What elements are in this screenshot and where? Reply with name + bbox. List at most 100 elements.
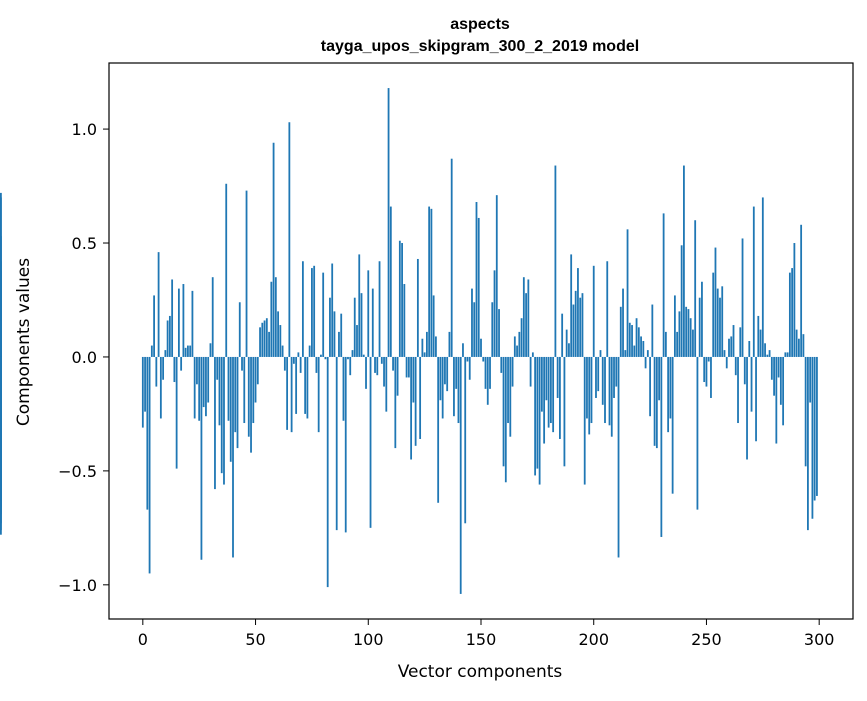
bar-component-164 xyxy=(511,356,514,387)
bar-component-292 xyxy=(800,224,803,357)
bar-component-168 xyxy=(520,318,523,357)
bar-component-239 xyxy=(680,245,683,357)
bar-component-80 xyxy=(322,272,325,357)
bar-component-112 xyxy=(394,356,397,449)
bar-component-48 xyxy=(250,356,252,453)
bar-component-189 xyxy=(568,343,570,357)
bar-component-34 xyxy=(218,356,221,426)
bar-component-219 xyxy=(635,318,638,357)
bar-component-107 xyxy=(383,356,385,387)
bar-component-267 xyxy=(743,356,746,385)
bar-component-262 xyxy=(732,325,735,357)
bar-component-3 xyxy=(148,356,151,574)
chart-subtitle: tayga_upos_skipgram_300_2_2019 model xyxy=(321,38,639,55)
bar-component-44 xyxy=(241,356,243,371)
bar-component-18 xyxy=(182,284,185,357)
bar-component-35 xyxy=(220,356,223,474)
x-tick-label: 250 xyxy=(691,630,722,649)
bar-component-81 xyxy=(324,356,327,360)
bar-component-120 xyxy=(412,356,415,403)
x-tick-label: 200 xyxy=(578,630,609,649)
bar-component-40 xyxy=(232,356,234,558)
bar-component-282 xyxy=(777,356,780,378)
bar-component-244 xyxy=(692,329,694,357)
bar-component-220 xyxy=(637,327,640,357)
bar-component-122 xyxy=(416,258,419,357)
bar-component-60 xyxy=(277,311,279,357)
bar-component-125 xyxy=(423,352,426,357)
bar-component-175 xyxy=(536,356,539,469)
bar-component-198 xyxy=(588,356,591,435)
bar-component-76 xyxy=(313,265,316,357)
bar-component-87 xyxy=(338,331,340,357)
bar-component-45 xyxy=(243,356,246,424)
bar-component-0 xyxy=(141,356,144,428)
bar-component-140 xyxy=(457,356,460,424)
bar-component-279 xyxy=(770,356,773,380)
bars-layer xyxy=(0,88,818,594)
bar-component-133 xyxy=(441,356,444,419)
bar-component-242 xyxy=(687,309,690,357)
bar-component-171 xyxy=(527,279,530,357)
bar-component-185 xyxy=(559,356,561,439)
bar-component-89 xyxy=(342,356,345,421)
bar-component-288 xyxy=(791,268,794,357)
bar-component-297 xyxy=(811,356,814,519)
bar-component-196 xyxy=(583,356,586,485)
bar-component-136 xyxy=(448,331,451,357)
bar-component-212 xyxy=(619,306,622,357)
bar-component-156 xyxy=(493,270,496,357)
bar-component-165 xyxy=(513,336,516,357)
bar-component-130 xyxy=(435,336,437,357)
bar-component-97 xyxy=(360,293,363,357)
bar-component-106 xyxy=(380,356,383,364)
bar-component-176 xyxy=(538,356,541,485)
bar-component-109 xyxy=(387,88,390,357)
bar-component-137 xyxy=(450,158,453,357)
bar-component-111 xyxy=(392,356,394,371)
bar-component-123 xyxy=(419,356,422,439)
bar-component-39 xyxy=(229,356,232,462)
bar-component-37 xyxy=(225,183,228,357)
bar-component-138 xyxy=(453,356,455,417)
bar-component-259 xyxy=(725,356,728,369)
bar-component-78 xyxy=(317,356,320,433)
bar-component-12 xyxy=(168,315,171,357)
bar-component-236 xyxy=(673,295,676,357)
bar-component-232 xyxy=(664,331,667,357)
bar-component-154 xyxy=(489,356,491,389)
bar-component-68 xyxy=(295,356,298,414)
bar-component-63 xyxy=(283,356,286,371)
bar-component-131 xyxy=(437,356,440,503)
bar-component-222 xyxy=(642,341,645,357)
bar-component-191 xyxy=(572,304,575,357)
y-axis-label: Components values xyxy=(14,258,34,426)
bar-component-159 xyxy=(500,356,503,373)
bar-component-69 xyxy=(297,352,300,357)
bar-component-291 xyxy=(797,338,800,357)
bar-component-210 xyxy=(615,356,618,387)
bar-component-265 xyxy=(739,327,742,357)
bar-component-27 xyxy=(202,356,205,408)
bar-component-152 xyxy=(484,356,487,389)
bar-component-192 xyxy=(574,290,577,357)
bar-component-269 xyxy=(748,341,751,357)
bar-component-213 xyxy=(622,288,624,357)
bar-component-229 xyxy=(658,356,661,401)
bar-component-64 xyxy=(286,356,289,430)
bar-component-undefined xyxy=(0,192,2,357)
bar-component-70 xyxy=(299,356,302,373)
bar-component-43 xyxy=(238,302,241,357)
bar-component-84 xyxy=(331,263,334,357)
bar-component-249 xyxy=(703,356,706,383)
bar-component-209 xyxy=(613,356,615,398)
bar-component-252 xyxy=(710,356,712,398)
bar-component-102 xyxy=(371,288,374,357)
bar-component-38 xyxy=(227,356,230,421)
bar-component-20 xyxy=(187,345,189,357)
bar-component-124 xyxy=(421,338,424,357)
bar-component-127 xyxy=(428,206,431,357)
bar-component-71 xyxy=(301,261,304,357)
bar-component-86 xyxy=(335,356,338,531)
